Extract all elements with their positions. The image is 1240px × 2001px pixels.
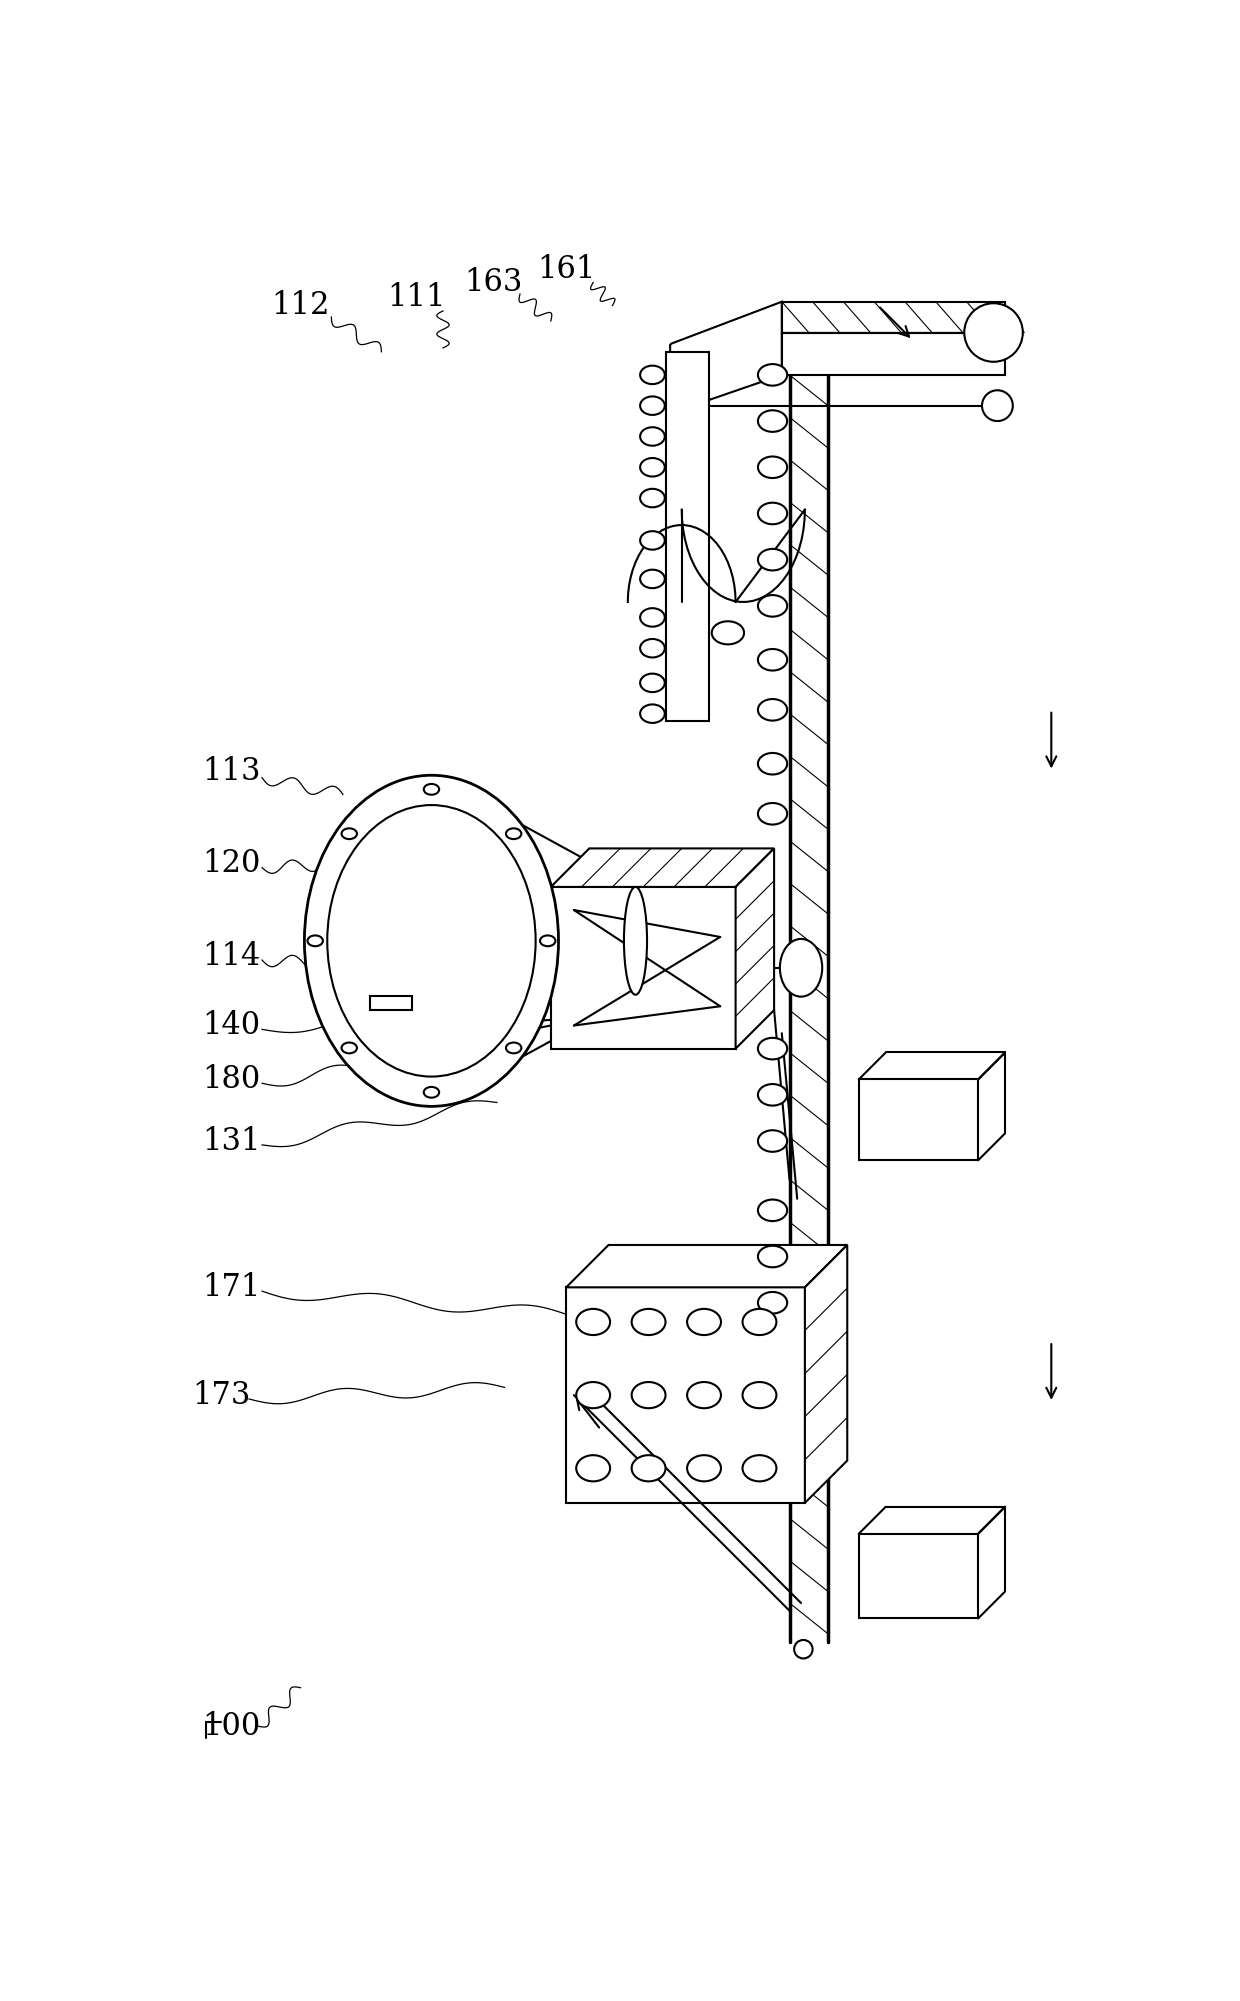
Circle shape (794, 1641, 812, 1659)
Text: 163: 163 (464, 266, 522, 298)
Ellipse shape (640, 458, 665, 476)
Ellipse shape (712, 620, 744, 644)
Ellipse shape (631, 1309, 666, 1335)
Ellipse shape (758, 502, 787, 524)
Ellipse shape (640, 704, 665, 722)
Bar (551, 886, 735, 1049)
Text: 173: 173 (192, 1379, 250, 1411)
Ellipse shape (687, 1383, 720, 1409)
Ellipse shape (640, 530, 665, 550)
Ellipse shape (758, 1131, 787, 1153)
Ellipse shape (758, 802, 787, 824)
Text: 114: 114 (202, 940, 260, 972)
Text: 131: 131 (202, 1125, 260, 1157)
Text: 111: 111 (387, 282, 445, 314)
Ellipse shape (424, 784, 439, 794)
Ellipse shape (758, 410, 787, 432)
Ellipse shape (577, 1455, 610, 1481)
Ellipse shape (758, 1085, 787, 1107)
Ellipse shape (640, 366, 665, 384)
PathPatch shape (551, 848, 774, 886)
Text: 140: 140 (202, 1011, 260, 1041)
Bar (781, 332, 1006, 374)
Text: 161: 161 (537, 254, 595, 284)
PathPatch shape (805, 1245, 847, 1503)
Bar (666, 352, 708, 722)
Ellipse shape (743, 1455, 776, 1481)
Ellipse shape (341, 1043, 357, 1053)
Ellipse shape (506, 828, 521, 838)
Circle shape (982, 390, 1013, 420)
Ellipse shape (758, 456, 787, 478)
Ellipse shape (640, 488, 665, 508)
Text: 171: 171 (202, 1273, 260, 1303)
Ellipse shape (758, 1247, 787, 1267)
Ellipse shape (640, 608, 665, 626)
Circle shape (965, 304, 1023, 362)
Bar (859, 1079, 978, 1161)
Text: 180: 180 (202, 1065, 260, 1095)
PathPatch shape (670, 302, 781, 414)
Ellipse shape (640, 674, 665, 692)
Ellipse shape (758, 1293, 787, 1313)
PathPatch shape (567, 1245, 847, 1287)
Ellipse shape (640, 638, 665, 658)
Ellipse shape (506, 1043, 521, 1053)
Ellipse shape (758, 1199, 787, 1221)
Text: 112: 112 (272, 290, 330, 320)
Ellipse shape (758, 698, 787, 720)
Text: 113: 113 (202, 756, 260, 786)
Bar (370, 996, 412, 1011)
Ellipse shape (640, 428, 665, 446)
Ellipse shape (743, 1383, 776, 1409)
Text: 120: 120 (202, 848, 260, 878)
Ellipse shape (577, 1383, 610, 1409)
Ellipse shape (631, 1455, 666, 1481)
Ellipse shape (539, 934, 556, 946)
Ellipse shape (624, 886, 647, 994)
Ellipse shape (780, 938, 822, 996)
Ellipse shape (424, 1087, 439, 1099)
Bar (859, 1533, 978, 1619)
Ellipse shape (308, 934, 322, 946)
PathPatch shape (781, 302, 1006, 332)
Ellipse shape (631, 1383, 666, 1409)
Bar (567, 1287, 805, 1503)
Ellipse shape (687, 1309, 720, 1335)
Ellipse shape (758, 594, 787, 616)
Ellipse shape (758, 364, 787, 386)
Ellipse shape (743, 1309, 776, 1335)
Ellipse shape (758, 548, 787, 570)
Ellipse shape (758, 752, 787, 774)
Ellipse shape (577, 1309, 610, 1335)
PathPatch shape (735, 848, 774, 1049)
Ellipse shape (758, 1039, 787, 1059)
Ellipse shape (640, 570, 665, 588)
Ellipse shape (687, 1455, 720, 1481)
Ellipse shape (304, 774, 558, 1107)
Ellipse shape (640, 396, 665, 414)
Ellipse shape (758, 648, 787, 670)
Text: 100: 100 (202, 1711, 260, 1741)
Ellipse shape (341, 828, 357, 838)
